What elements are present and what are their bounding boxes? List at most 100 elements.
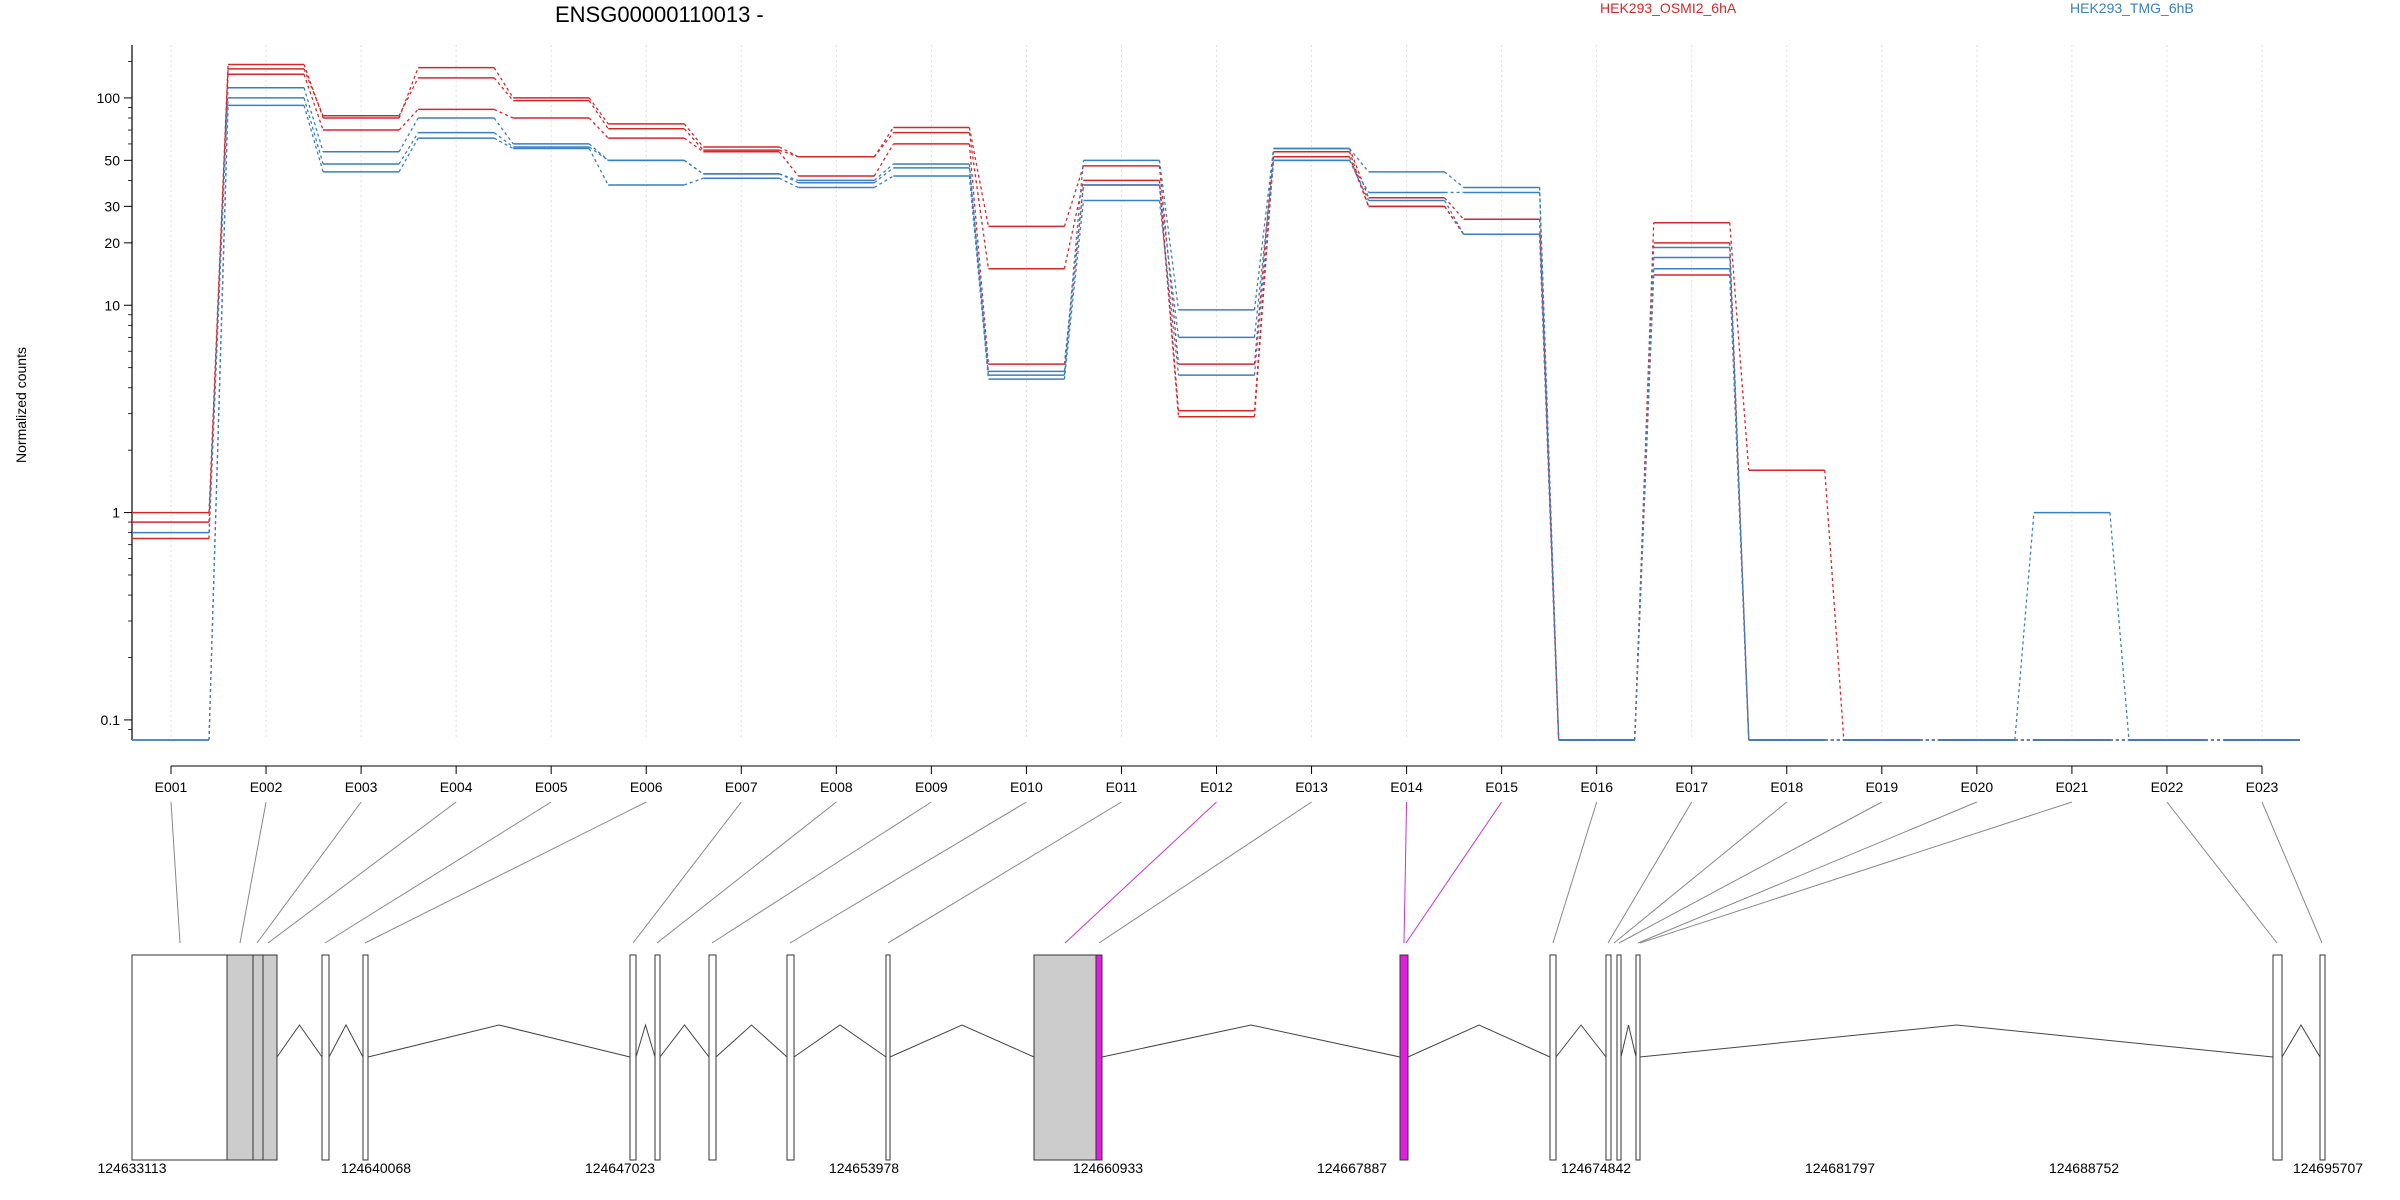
link-E008 <box>873 143 894 177</box>
link-E011 <box>1158 184 1180 338</box>
link-E021 <box>2109 512 2130 741</box>
link-E014 <box>1444 200 1465 235</box>
link-E008 <box>873 175 894 189</box>
link-E004 <box>493 108 514 119</box>
coord-label-124647023: 124647023 <box>585 1160 655 1176</box>
connector-E022 <box>2166 801 2278 944</box>
link-E008 <box>873 163 894 181</box>
x-tick-label-E019: E019 <box>1865 779 1898 795</box>
exon-block-12 <box>1033 954 1097 1161</box>
gene-model <box>131 954 2326 1161</box>
link-E018 <box>1824 470 1845 741</box>
link-E005 <box>588 117 609 139</box>
connector-E008 <box>656 801 837 944</box>
link-E012 <box>1253 148 1275 365</box>
link-E001 <box>208 105 229 741</box>
link-E006 <box>683 159 704 175</box>
link-E001 <box>208 87 229 533</box>
link-E004 <box>493 137 514 150</box>
link-E002 <box>303 74 324 131</box>
x-tick-label-E017: E017 <box>1675 779 1708 795</box>
connector-E016 <box>1552 801 1598 944</box>
y-tick-label: 1 <box>112 505 120 521</box>
exon-block-11 <box>885 954 891 1161</box>
link-E009 <box>968 163 990 372</box>
link-E011 <box>1158 160 1180 310</box>
exon-block-4 <box>262 954 278 1161</box>
link-E011 <box>1158 200 1180 376</box>
x-tick-label-E009: E009 <box>915 779 948 795</box>
link-E005 <box>588 146 609 161</box>
series-blue-6 <box>132 104 2300 741</box>
link-E002 <box>303 105 324 173</box>
link-E009 <box>968 167 990 376</box>
connector-E002 <box>239 801 267 944</box>
link-E011 <box>1158 184 1180 417</box>
link-E010 <box>1063 165 1085 227</box>
coord-label-124681797: 124681797 <box>1805 1160 1875 1176</box>
legend-entry-tmg: HEK293_TMG_6hB <box>2070 0 2194 16</box>
exon-block-10 <box>786 954 795 1161</box>
intron-7 <box>793 1024 887 1058</box>
exon-connectors <box>170 801 2323 944</box>
connector-E004 <box>267 801 457 944</box>
link-E009 <box>968 175 990 380</box>
coord-label-124695707: 124695707 <box>2293 1160 2363 1176</box>
link-E010 <box>1063 184 1085 376</box>
connector-E023 <box>2261 801 2323 944</box>
connector-E011 <box>887 801 1122 944</box>
link-E013 <box>1348 148 1370 198</box>
connector-E019 <box>1618 801 1883 944</box>
x-tick-label-E014: E014 <box>1390 779 1423 795</box>
x-tick-label-E012: E012 <box>1200 779 1233 795</box>
link-E007 <box>779 173 799 182</box>
y-axis-label: Normalized counts <box>13 347 29 463</box>
link-E017 <box>1729 268 1750 741</box>
link-E003 <box>398 77 419 117</box>
series-blue-5 <box>132 97 2300 741</box>
link-E007 <box>778 177 799 189</box>
exon-block-3 <box>252 954 264 1161</box>
exon-block-2 <box>226 954 254 1161</box>
link-E003 <box>398 132 419 165</box>
intron-8 <box>889 1024 1035 1058</box>
exon-block-17 <box>1616 954 1622 1161</box>
exon-block-13 <box>1095 954 1103 1161</box>
x-tick-label-E007: E007 <box>725 779 758 795</box>
x-tick-label-E002: E002 <box>250 779 283 795</box>
link-E005 <box>588 100 609 130</box>
x-tick-label-E010: E010 <box>1010 779 1043 795</box>
exon-axis: E001 E002 E003 E004 E005 E006 E007 E008 E009 E010… <box>155 765 2279 795</box>
connector-E010 <box>789 801 1027 944</box>
intron-14 <box>2281 1024 2321 1058</box>
x-tick-label-E004: E004 <box>440 779 473 795</box>
coord-label-124674842: 124674842 <box>1561 1160 1631 1176</box>
link-E002 <box>303 87 324 152</box>
connector-E003 <box>256 801 362 944</box>
exon-block-20 <box>2319 954 2326 1161</box>
exon-block-9 <box>708 954 717 1161</box>
link-E003 <box>398 117 419 153</box>
exon-block-14 <box>1399 954 1409 1161</box>
coord-label-124688752: 124688752 <box>2049 1160 2119 1176</box>
connector-E018 <box>1613 801 1788 944</box>
exon-block-5 <box>321 954 330 1161</box>
link-E014 <box>1444 197 1465 220</box>
x-tick-label-E016: E016 <box>1580 779 1613 795</box>
link-E010 <box>1063 180 1085 269</box>
link-E020 <box>2014 512 2035 741</box>
link-E017 <box>1729 222 1750 471</box>
link-E004 <box>493 77 514 102</box>
exon-block-6 <box>362 954 369 1161</box>
x-tick-label-E021: E021 <box>2056 779 2089 795</box>
intron-3 <box>367 1024 631 1058</box>
x-tick-label-E020: E020 <box>1961 779 1994 795</box>
plot-axes: 0.1 1 10 20 30 50 100 <box>97 45 133 740</box>
y-tick-label: 10 <box>104 297 120 313</box>
link-E006 <box>683 123 704 148</box>
link-E006 <box>683 137 704 153</box>
link-E005 <box>588 97 609 125</box>
link-E016 <box>1634 274 1655 741</box>
coord-label-124653978: 124653978 <box>829 1160 899 1176</box>
